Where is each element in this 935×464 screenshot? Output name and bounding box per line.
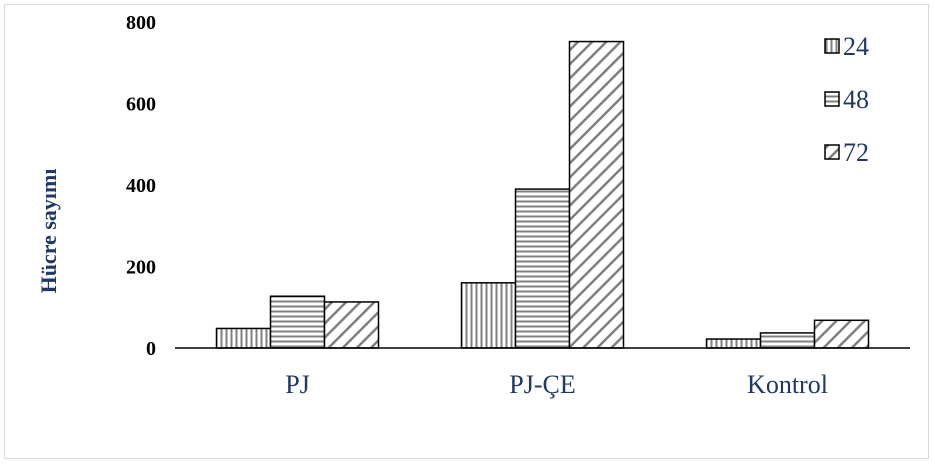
legend-swatch-72 xyxy=(824,144,840,160)
bar-pj-çe-72 xyxy=(568,40,625,349)
category-label: Kontrol xyxy=(747,370,828,399)
category-labels: PJ PJ-ÇE Kontrol xyxy=(285,370,828,399)
bar-kontrol-48 xyxy=(759,332,816,349)
y-axis-label: Hücre sayımı xyxy=(36,169,61,294)
y-tick-label: 0 xyxy=(146,338,156,360)
bars xyxy=(215,40,870,349)
legend-label-24: 24 xyxy=(843,32,869,61)
bar-pj-72 xyxy=(323,301,380,349)
bar-pj-çe-48 xyxy=(514,188,571,349)
bar-pj-24 xyxy=(215,327,272,349)
bar-pj-çe-24 xyxy=(460,282,517,349)
legend-swatch-48 xyxy=(824,91,840,107)
chart-frame: Hücre sayımı 0 200 400 600 800 PJ PJ-ÇE Kontro… xyxy=(4,4,929,459)
y-tick-label: 400 xyxy=(126,175,156,197)
y-tick-label: 600 xyxy=(126,94,156,116)
bar-chart: Hücre sayımı 0 200 400 600 800 PJ PJ-ÇE Kontro… xyxy=(36,12,910,399)
y-axis-ticks: 0 200 400 600 800 xyxy=(126,12,156,360)
category-label: PJ-ÇE xyxy=(509,370,575,399)
category-label: PJ xyxy=(285,370,310,399)
bar-kontrol-72 xyxy=(813,319,870,349)
legend-label-72: 72 xyxy=(843,138,869,167)
y-tick-label: 800 xyxy=(126,12,156,34)
bar-kontrol-24 xyxy=(705,338,762,349)
y-tick-label: 200 xyxy=(126,257,156,279)
legend-swatch-24 xyxy=(824,38,840,54)
legend: 24 48 72 xyxy=(824,32,869,167)
legend-label-48: 48 xyxy=(843,85,869,114)
bar-pj-48 xyxy=(269,295,326,349)
